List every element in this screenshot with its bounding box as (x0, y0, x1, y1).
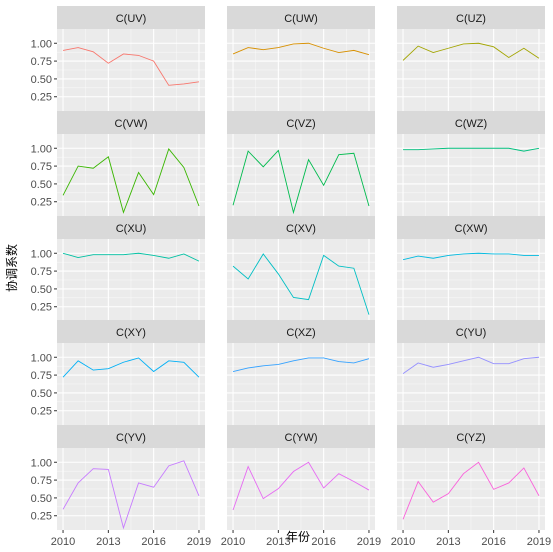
facet-panel: C(XY) (57, 320, 205, 425)
x-axis: 2010 2013 2016 2019 2010 2013 2016 2019 2010 2013… (51, 530, 551, 548)
series-line (62, 47, 200, 86)
facet-panel: C(XZ) (227, 320, 375, 425)
facet-panel: C(XV) (227, 216, 375, 321)
y-tick-label: 1.00 (31, 38, 52, 50)
series-line (232, 253, 370, 315)
facet-panel: C(VW) (57, 111, 205, 216)
facet-title: C(UW) (284, 13, 318, 25)
facet-title: C(XV) (286, 223, 316, 235)
facet-strip (57, 111, 205, 134)
x-tick-label: 2013 (96, 536, 120, 548)
y-tick-label: 1.00 (31, 248, 52, 260)
series-line (403, 147, 540, 152)
facet-strip (57, 6, 205, 29)
x-tick-label: 2019 (187, 536, 211, 548)
facet-panel: C(YZ) (397, 425, 545, 530)
facet-panel: C(XW) (397, 216, 545, 321)
facet-strip (397, 111, 545, 134)
facet-title: C(XY) (116, 327, 146, 339)
facet-strip (227, 425, 375, 448)
facet-panel: C(YW) (227, 425, 375, 530)
series-line (62, 357, 200, 378)
facet-strip (227, 6, 375, 29)
y-tick-label: 0.25 (31, 197, 52, 209)
facet-panel: C(UW) (227, 6, 375, 111)
y-tick-label: 0.25 (31, 92, 52, 104)
facet-panel: C(YV) (57, 425, 205, 530)
y-tick-label: 1.00 (31, 352, 52, 364)
facet-title: C(YZ) (456, 432, 485, 444)
series-line (232, 149, 370, 215)
x-tick-label: 2016 (481, 536, 505, 548)
y-tick-label: 0.50 (31, 74, 52, 86)
x-tick-label: 2013 (266, 536, 290, 548)
facet-panel: C(WZ) (397, 111, 545, 216)
series-line (62, 148, 200, 214)
series-line (402, 461, 540, 520)
series-line (232, 461, 370, 511)
series-line (232, 357, 370, 372)
y-tick-label: 0.75 (31, 370, 52, 382)
facet-title: C(XZ) (286, 327, 315, 339)
facet-strip (57, 320, 205, 343)
y-tick-label: 1.00 (31, 457, 52, 469)
facet-title: C(UZ) (456, 13, 486, 25)
facet-title: C(XW) (455, 223, 488, 235)
y-tick-label: 0.25 (31, 302, 52, 314)
facet-panel: C(XU) (57, 216, 205, 321)
facet-title: C(YU) (456, 327, 487, 339)
facet-strip (397, 216, 545, 239)
series-line (402, 356, 540, 375)
facet-panels: C(UV) C(UW) C(UZ) C(VW) C(VZ) C(WZ) C(XU) C(XV)… (57, 6, 545, 530)
x-tick-label: 2010 (51, 536, 75, 548)
facet-panel: C(UZ) (397, 6, 545, 111)
x-tick-label: 2016 (141, 536, 165, 548)
x-tick-label: 2013 (436, 536, 460, 548)
facet-panel: C(UV) (57, 6, 205, 111)
y-tick-label: 0.75 (31, 266, 52, 278)
series-line (402, 42, 540, 61)
facet-title: C(VW) (115, 118, 148, 130)
x-tick-label: 2019 (357, 536, 381, 548)
y-tick-label: 1.00 (31, 143, 52, 155)
x-tick-label: 2016 (311, 536, 335, 548)
y-tick-label: 0.75 (31, 161, 52, 173)
facet-panel: C(YU) (397, 320, 545, 425)
facet-strip (57, 216, 205, 239)
facet-strip (57, 425, 205, 448)
facet-strip (397, 425, 545, 448)
facet-title: C(UV) (116, 13, 147, 25)
facet-title: C(WZ) (455, 118, 487, 130)
facet-panel: C(VZ) (227, 111, 375, 216)
facet-strip (227, 111, 375, 134)
y-tick-label: 0.75 (31, 56, 52, 68)
y-tick-label: 0.25 (31, 511, 52, 523)
x-tick-label: 2019 (527, 536, 551, 548)
y-tick-label: 0.50 (31, 179, 52, 191)
facet-strip (227, 216, 375, 239)
y-tick-label: 0.50 (31, 493, 52, 505)
facet-title: C(YV) (116, 432, 146, 444)
facet-title: C(VZ) (286, 118, 315, 130)
y-tick-label: 0.50 (31, 284, 52, 296)
facet-strip (397, 6, 545, 29)
y-axis-title: 协调系数 (4, 244, 19, 292)
facet-title: C(YW) (285, 432, 318, 444)
series-line (62, 460, 200, 530)
x-tick-label: 2010 (391, 536, 415, 548)
y-tick-label: 0.75 (31, 475, 52, 487)
facet-title: C(XU) (116, 223, 147, 235)
series-line (62, 252, 200, 262)
series-line (232, 42, 370, 56)
y-tick-label: 0.50 (31, 388, 52, 400)
y-tick-label: 0.25 (31, 406, 52, 418)
series-line (402, 252, 539, 261)
x-tick-label: 2010 (221, 536, 245, 548)
y-axis: 0.25 0.50 0.75 1.00 0.25 0.50 0.75 1.00 0.25 0.50… (31, 38, 57, 523)
facet-strip (227, 320, 375, 343)
x-axis-title: 年份 (286, 530, 310, 544)
facet-strip (397, 320, 545, 343)
